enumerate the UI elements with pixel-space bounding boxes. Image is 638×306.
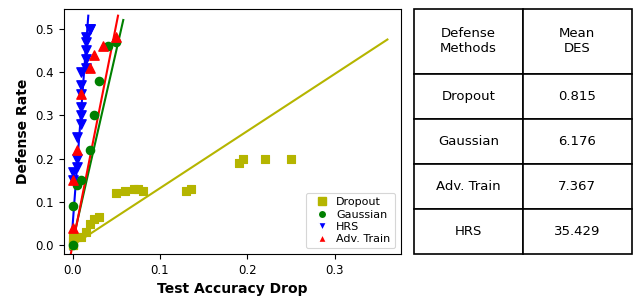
Point xyxy=(260,156,270,161)
Point xyxy=(434,65,445,70)
Point xyxy=(76,178,86,183)
Point xyxy=(72,135,82,140)
Point xyxy=(68,243,78,248)
Point xyxy=(76,104,86,109)
Point xyxy=(85,221,95,226)
Point xyxy=(80,57,91,62)
Point xyxy=(111,191,121,196)
Y-axis label: Defense Rate: Defense Rate xyxy=(16,79,30,184)
Legend: Dropout, Gaussian, HRS, Adv. Train: Dropout, Gaussian, HRS, Adv. Train xyxy=(306,193,395,248)
Point xyxy=(80,65,91,70)
Point xyxy=(94,215,104,220)
Point xyxy=(80,35,91,40)
Point xyxy=(72,147,82,152)
Point xyxy=(68,239,78,244)
Point xyxy=(68,234,78,239)
Point xyxy=(129,187,139,192)
Point xyxy=(85,26,95,31)
Point xyxy=(68,204,78,209)
Point xyxy=(238,156,248,161)
Point xyxy=(72,182,82,187)
Point xyxy=(85,26,95,31)
Point xyxy=(76,69,86,74)
Point xyxy=(137,189,147,194)
Point xyxy=(72,234,82,239)
Point xyxy=(68,169,78,174)
Point xyxy=(234,161,244,166)
Point xyxy=(85,147,95,152)
Point xyxy=(85,65,95,70)
Point xyxy=(76,234,86,239)
Point xyxy=(76,113,86,118)
Point xyxy=(68,226,78,230)
Point xyxy=(111,35,121,40)
Point xyxy=(103,43,113,48)
Point xyxy=(68,243,78,248)
Point xyxy=(80,48,91,53)
Point xyxy=(68,243,78,248)
Point xyxy=(76,121,86,126)
Point xyxy=(68,243,78,248)
Point xyxy=(76,91,86,96)
Point xyxy=(286,156,296,161)
Point xyxy=(68,178,78,183)
Point xyxy=(111,39,121,44)
Point xyxy=(94,78,104,83)
Point xyxy=(72,156,82,161)
Point xyxy=(89,52,100,57)
Point xyxy=(89,217,100,222)
Point xyxy=(120,189,130,194)
Point xyxy=(186,187,196,192)
X-axis label: Test Accuracy Drop: Test Accuracy Drop xyxy=(157,282,308,296)
Point xyxy=(72,165,82,170)
Point xyxy=(80,230,91,235)
Point xyxy=(76,91,86,96)
Point xyxy=(80,39,91,44)
Point xyxy=(133,187,144,192)
Point xyxy=(89,113,100,118)
Point xyxy=(98,43,108,48)
Point xyxy=(76,83,86,88)
Point xyxy=(68,178,78,183)
Point xyxy=(181,189,191,194)
